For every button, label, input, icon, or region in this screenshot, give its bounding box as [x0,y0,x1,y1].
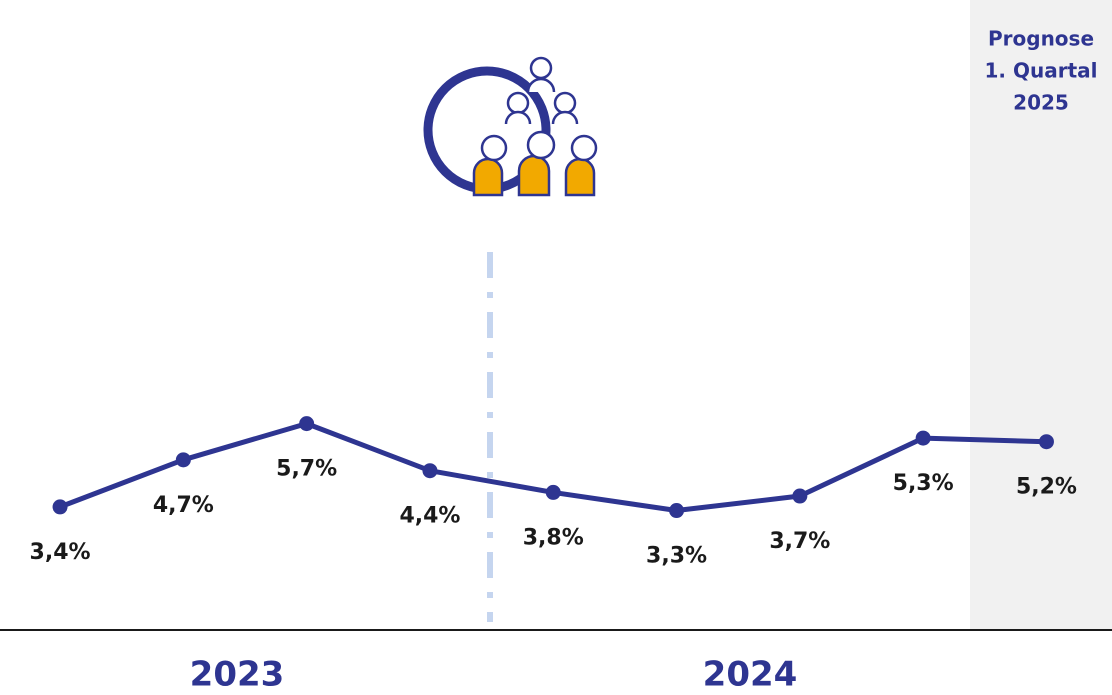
point [175,452,191,468]
data-label: 4,4% [399,504,460,529]
people-icon [423,56,598,197]
data-label: 3,8% [523,525,584,550]
point [52,499,68,515]
point [545,484,561,500]
forecast-label: Prognose [988,27,1094,51]
forecast-label: 2025 [1013,91,1069,115]
point [669,503,685,519]
data-label: 3,3% [646,544,707,569]
forecast-band [970,0,1112,630]
forecast-label: 1. Quartal [985,59,1098,83]
data-label: 5,7% [276,457,337,482]
year-label: 2023 [190,655,285,695]
data-label: 5,3% [893,471,954,496]
point [915,430,931,446]
point [1038,434,1054,450]
point [299,416,315,432]
data-label: 3,4% [30,540,91,565]
data-label: 4,7% [153,493,214,518]
year-label: 2024 [703,655,798,695]
data-label: 5,2% [1016,475,1077,500]
point [792,488,808,504]
data-label: 3,7% [769,529,830,554]
point [422,463,438,479]
